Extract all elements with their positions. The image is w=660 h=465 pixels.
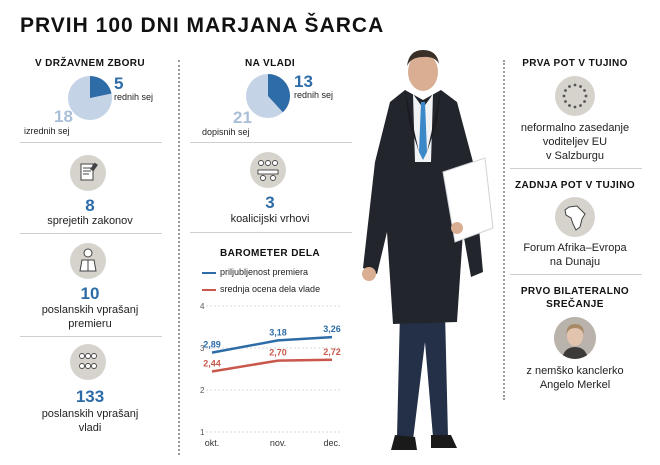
dz-stat3-label2: vladi — [78, 422, 102, 434]
first-trip-line3: v Salzburgu — [545, 150, 605, 162]
first-trip-line2: voditeljev EU — [542, 136, 608, 148]
eu-star — [584, 94, 588, 98]
dz-stat2-label1: poslanskih vprašanj — [41, 304, 139, 316]
dz-pie-redni — [90, 76, 112, 98]
heading-bilateral-1: PRVO BILATERALNO — [520, 286, 630, 297]
africa-map-icon — [555, 197, 595, 237]
page-title: PRVIH 100 DNI MARJANA ŠARCA — [20, 14, 385, 37]
document-stamp-icon — [70, 155, 106, 191]
person-photo — [362, 50, 494, 450]
vlada-stat-value: 3 — [265, 193, 275, 212]
dz-stat2-label2: premieru — [68, 318, 112, 330]
vlada-dopisni-value: 21 — [233, 108, 252, 127]
legend-swatch-vlada — [202, 289, 216, 291]
legend-label-vlada: srednja ocena dela vlade — [220, 284, 321, 294]
y-tick-label: 1 — [200, 428, 205, 437]
y-tick-label: 2 — [200, 386, 205, 395]
data-label: 2,44 — [203, 359, 221, 369]
divider — [510, 274, 642, 275]
section-heading-dz: V DRŽAVNEM ZBORU — [34, 58, 146, 69]
bilateral-line2: Angelo Merkel — [539, 379, 611, 391]
divider — [20, 142, 162, 143]
eu-star — [579, 104, 582, 107]
vlada-pie-redni — [268, 74, 291, 113]
heading-last-trip: ZADNJA POT V TUJINO — [514, 180, 636, 191]
dz-redni-value: 5 — [114, 74, 124, 93]
dz-stat2-value: 10 — [80, 284, 100, 303]
divider — [20, 336, 162, 337]
y-tick-label: 3 — [200, 344, 205, 353]
chart-title: BAROMETER DELA — [219, 248, 321, 259]
legend-swatch-premier — [202, 272, 216, 274]
line-chart: 1 2 3 4 okt. nov. dec. 2,89 3,18 3,26 2,44 2,70 2,72 — [200, 302, 342, 448]
dz-stat3-value: 133 — [75, 387, 105, 406]
vlada-dopisni-label: dopisnih sej — [202, 127, 250, 137]
eu-star — [562, 94, 566, 98]
data-label: 3,26 — [323, 324, 341, 334]
x-tick-label: okt. — [205, 438, 220, 448]
heading-bilateral-2: SREČANJE — [546, 299, 604, 310]
legend-label-premier: priljubljenost premiera — [220, 267, 309, 277]
dz-izredni-label: izrednih sej — [24, 126, 70, 136]
vlada-redni-value: 13 — [294, 72, 313, 91]
column-separator — [178, 60, 180, 455]
last-trip-line2: na Dunaju — [549, 256, 601, 268]
data-label: 2,89 — [203, 340, 221, 350]
merkel-portrait — [554, 317, 596, 359]
speaker-podium-icon — [70, 243, 106, 279]
column-separator — [503, 60, 505, 400]
dz-stat1-value: 8 — [85, 196, 95, 215]
data-label: 2,70 — [269, 348, 287, 358]
x-tick-label: dec. — [323, 438, 340, 448]
last-trip-line1: Forum Afrika–Evropa — [523, 242, 627, 254]
divider — [20, 233, 162, 234]
divider — [190, 142, 352, 143]
series-line-1 — [211, 358, 333, 373]
dz-stat3-label1: poslanskih vprašanj — [41, 408, 139, 420]
dz-pie-chart — [68, 76, 112, 120]
vlada-redni-label: rednih sej — [294, 90, 334, 100]
summit-people-icon — [250, 152, 286, 188]
vlada-stat-label: koalicijski vrhovi — [230, 213, 310, 225]
vlada-pie-chart — [246, 74, 291, 118]
eu-star — [573, 105, 577, 109]
y-tick-label: 4 — [200, 302, 205, 311]
eu-star — [583, 89, 586, 92]
dz-redni-label: rednih sej — [114, 92, 154, 102]
divider — [190, 232, 352, 233]
eu-star — [583, 100, 586, 103]
eu-star — [568, 85, 571, 88]
x-tick-label: nov. — [270, 438, 286, 448]
heading-first-trip: PRVA POT V TUJINO — [522, 58, 628, 69]
bilateral-line1: z nemško kanclerko — [526, 365, 624, 377]
eu-star — [579, 85, 582, 88]
group-people-icon — [70, 344, 106, 380]
data-label: 3,18 — [269, 327, 287, 337]
section-heading-vlada: NA VLADI — [244, 58, 296, 69]
eu-flag-icon — [555, 76, 595, 116]
data-label: 2,72 — [323, 347, 341, 357]
eu-star — [573, 83, 577, 87]
eu-star — [564, 100, 567, 103]
eu-star — [564, 89, 567, 92]
dz-izredni-value: 18 — [54, 107, 73, 126]
divider — [510, 168, 642, 169]
eu-star — [568, 104, 571, 107]
dz-stat1-label: sprejetih zakonov — [47, 215, 133, 227]
first-trip-line1: neformalno zasedanje — [520, 122, 630, 134]
